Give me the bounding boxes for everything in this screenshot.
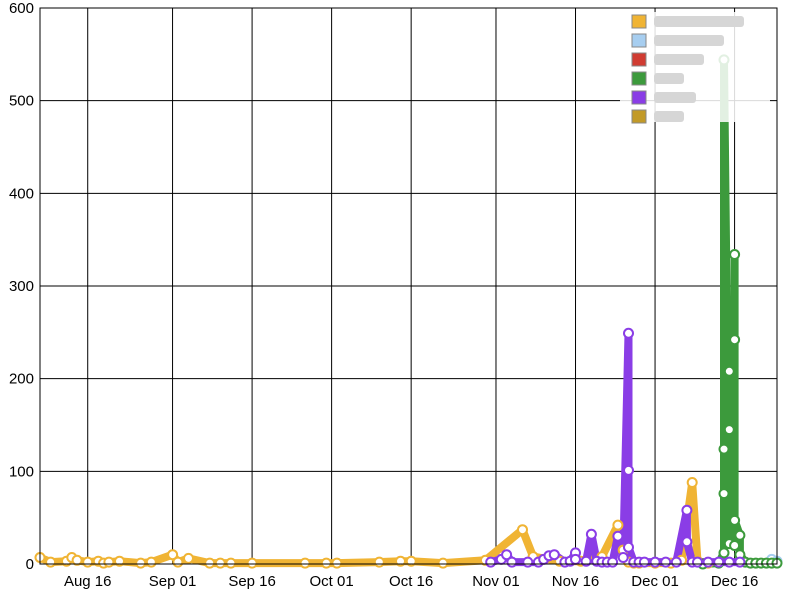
x-tick-label: Nov 01 xyxy=(472,573,520,590)
legend-label-obscured xyxy=(654,54,704,65)
data-point xyxy=(204,557,216,569)
data-point xyxy=(517,524,528,536)
data-point xyxy=(373,556,385,568)
data-point xyxy=(729,334,741,346)
legend-label-obscured xyxy=(654,16,744,27)
data-point xyxy=(729,540,741,551)
y-tick-label: 500 xyxy=(9,93,34,110)
legend-label-obscured xyxy=(654,111,684,122)
data-point xyxy=(612,519,624,531)
data-point xyxy=(103,556,115,568)
data-point xyxy=(570,553,581,565)
series-line-0 xyxy=(36,478,713,568)
legend-label-obscured xyxy=(654,73,684,84)
x-tick-label: Dec 01 xyxy=(631,573,679,590)
legend-swatch xyxy=(631,52,647,67)
data-point xyxy=(145,556,157,568)
data-point xyxy=(82,556,94,568)
data-point xyxy=(167,549,179,561)
data-point xyxy=(718,547,730,559)
data-point xyxy=(331,557,343,569)
data-point xyxy=(214,557,226,569)
x-tick-label: Oct 16 xyxy=(389,573,433,590)
data-point xyxy=(607,556,619,568)
data-point xyxy=(437,557,449,569)
data-point xyxy=(649,556,661,568)
y-tick-label: 600 xyxy=(9,0,34,17)
y-tick-label: 400 xyxy=(9,185,34,202)
data-point xyxy=(485,556,497,568)
data-point xyxy=(729,249,741,260)
legend-label-obscured xyxy=(654,92,696,103)
data-point xyxy=(734,529,746,541)
series-lines xyxy=(36,55,781,568)
data-point xyxy=(686,477,698,488)
legend-swatch xyxy=(631,14,647,29)
data-point xyxy=(692,556,703,568)
data-point xyxy=(612,530,624,542)
data-point xyxy=(718,443,730,455)
data-point xyxy=(723,365,735,377)
data-point xyxy=(660,556,672,568)
data-point xyxy=(246,557,258,569)
data-point xyxy=(320,557,332,569)
x-tick-label: Dec 16 xyxy=(711,573,759,590)
grid xyxy=(40,7,777,565)
data-point xyxy=(617,552,629,563)
data-point xyxy=(172,556,184,568)
data-point xyxy=(45,556,57,568)
data-point xyxy=(135,557,147,569)
plot-frame xyxy=(39,7,778,565)
y-tick-label: 0 xyxy=(26,556,34,573)
x-tick-label: Sep 16 xyxy=(228,573,276,590)
legend xyxy=(620,12,770,124)
x-tick-label: Nov 16 xyxy=(552,573,600,590)
series-line-3 xyxy=(698,55,781,568)
data-point xyxy=(623,541,634,553)
data-point xyxy=(71,554,83,566)
data-point xyxy=(723,424,735,436)
legend-swatch xyxy=(631,90,647,105)
series-points xyxy=(34,54,783,570)
data-point xyxy=(723,556,735,568)
data-point xyxy=(548,549,560,561)
data-point xyxy=(670,556,682,568)
data-point xyxy=(506,556,518,568)
data-point xyxy=(734,556,746,568)
data-point xyxy=(395,555,406,567)
data-point xyxy=(585,528,597,540)
data-point xyxy=(713,556,725,568)
data-point xyxy=(729,514,741,526)
data-point xyxy=(225,557,237,569)
data-point xyxy=(718,488,730,500)
data-point xyxy=(405,555,417,567)
data-point xyxy=(183,552,194,564)
y-tick-label: 200 xyxy=(9,371,34,388)
data-point xyxy=(623,464,634,476)
legend-swatch xyxy=(631,109,647,124)
data-point xyxy=(522,556,534,568)
y-tick-label: 100 xyxy=(9,463,34,480)
data-point xyxy=(681,536,693,548)
legend-swatch xyxy=(631,33,647,48)
data-point xyxy=(114,555,125,567)
x-tick-label: Aug 16 xyxy=(64,573,112,590)
y-tick-label: 300 xyxy=(9,278,34,295)
data-point xyxy=(638,556,650,568)
data-point xyxy=(681,504,693,516)
data-point xyxy=(580,555,592,567)
data-point xyxy=(299,557,311,569)
legend-swatch xyxy=(631,71,647,86)
x-tick-label: Oct 01 xyxy=(310,573,354,590)
data-point xyxy=(623,327,634,339)
legend-label-obscured xyxy=(654,35,724,46)
x-tick-label: Sep 01 xyxy=(149,573,197,590)
data-point xyxy=(702,556,714,568)
data-point xyxy=(501,549,513,561)
axes: 0 100 200 300 400 500 600 Aug 16 Sep 01 Sep 16 Oct… xyxy=(9,0,778,590)
